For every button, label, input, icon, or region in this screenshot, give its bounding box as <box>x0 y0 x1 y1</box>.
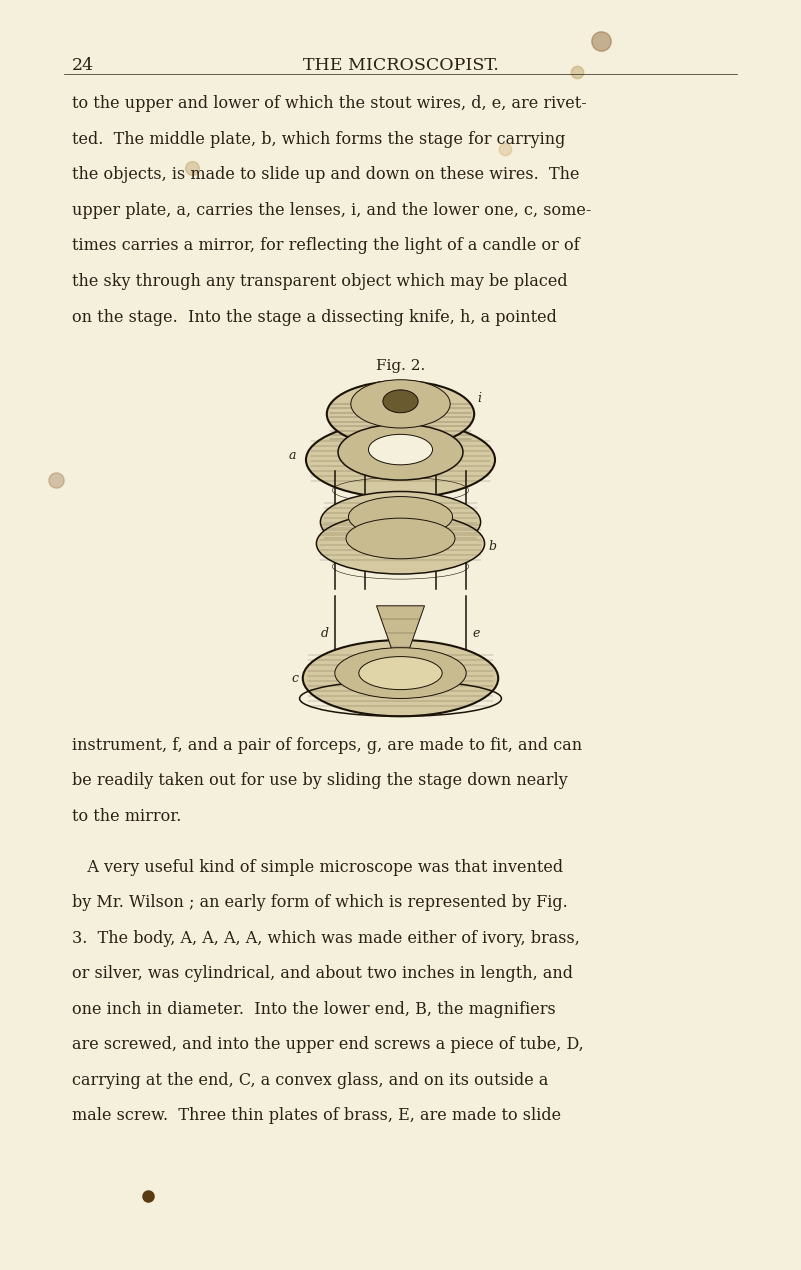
Text: h: h <box>342 513 350 526</box>
Text: the objects, is made to slide up and down on these wires.  The: the objects, is made to slide up and dow… <box>72 166 580 183</box>
Text: e: e <box>473 627 480 640</box>
Text: on the stage.  Into the stage a dissecting knife, h, a pointed: on the stage. Into the stage a dissectin… <box>72 309 557 325</box>
Text: one inch in diameter.  Into the lower end, B, the magnifiers: one inch in diameter. Into the lower end… <box>72 1001 556 1017</box>
Ellipse shape <box>348 497 453 537</box>
Text: b: b <box>489 540 497 552</box>
Text: i: i <box>477 392 481 405</box>
Text: g: g <box>471 518 479 531</box>
Ellipse shape <box>335 648 466 699</box>
Text: A very useful kind of simple microscope was that invented: A very useful kind of simple microscope … <box>72 859 563 875</box>
Text: times carries a mirror, for reflecting the light of a candle or of: times carries a mirror, for reflecting t… <box>72 237 580 254</box>
Ellipse shape <box>351 380 450 428</box>
Text: by Mr. Wilson ; an early form of which is represented by Fig.: by Mr. Wilson ; an early form of which i… <box>72 894 568 911</box>
Ellipse shape <box>316 513 485 574</box>
Text: d: d <box>320 627 328 640</box>
Text: to the upper and lower of which the stout wires, d, e, are rivet-: to the upper and lower of which the stou… <box>72 95 587 112</box>
Text: to the mirror.: to the mirror. <box>72 808 182 824</box>
Ellipse shape <box>359 657 442 690</box>
Text: carrying at the end, C, a convex glass, and on its outside a: carrying at the end, C, a convex glass, … <box>72 1072 549 1088</box>
Polygon shape <box>376 606 425 660</box>
Ellipse shape <box>368 442 433 472</box>
Ellipse shape <box>383 390 418 413</box>
Ellipse shape <box>346 518 455 559</box>
Text: upper plate, a, carries the lenses, i, and the lower one, c, some-: upper plate, a, carries the lenses, i, a… <box>72 202 591 218</box>
Text: THE MICROSCOPIST.: THE MICROSCOPIST. <box>303 57 498 74</box>
Text: 3.  The body, A, A, A, A, which was made either of ivory, brass,: 3. The body, A, A, A, A, which was made … <box>72 930 580 946</box>
Text: the sky through any transparent object which may be placed: the sky through any transparent object w… <box>72 273 568 290</box>
Ellipse shape <box>368 434 433 465</box>
Ellipse shape <box>303 640 498 716</box>
Text: or silver, was cylindrical, and about two inches in length, and: or silver, was cylindrical, and about tw… <box>72 965 573 982</box>
Text: a: a <box>289 450 296 462</box>
Text: f: f <box>405 443 409 456</box>
Text: c: c <box>291 672 298 685</box>
Text: Fig. 2.: Fig. 2. <box>376 359 425 373</box>
Ellipse shape <box>306 422 495 498</box>
Text: are screwed, and into the upper end screws a piece of tube, D,: are screwed, and into the upper end scre… <box>72 1036 584 1053</box>
Ellipse shape <box>320 491 481 552</box>
Text: male screw.  Three thin plates of brass, E, are made to slide: male screw. Three thin plates of brass, … <box>72 1107 562 1124</box>
Text: ted.  The middle plate, b, which forms the stage for carrying: ted. The middle plate, b, which forms th… <box>72 131 566 147</box>
Ellipse shape <box>327 381 474 447</box>
Ellipse shape <box>338 424 463 480</box>
Text: 24: 24 <box>72 57 95 74</box>
Text: be readily taken out for use by sliding the stage down nearly: be readily taken out for use by sliding … <box>72 772 568 789</box>
Text: instrument, f, and a pair of forceps, g, are made to fit, and can: instrument, f, and a pair of forceps, g,… <box>72 737 582 753</box>
